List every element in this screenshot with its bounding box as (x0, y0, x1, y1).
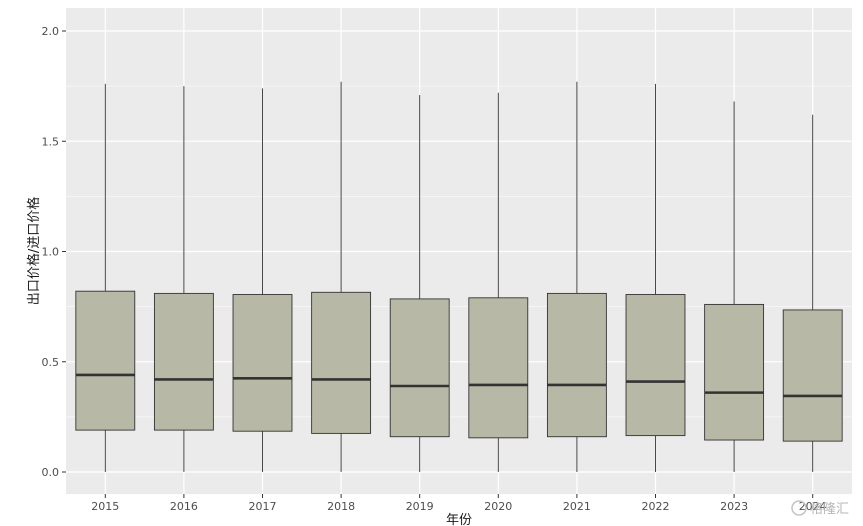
box-2024 (782, 114, 843, 472)
box-2020 (468, 92, 529, 472)
box-body (311, 291, 372, 434)
y-axis-ticks: 0.0 0.5 1.0 1.5 2.0 (42, 25, 66, 479)
watermark-text: 格隆汇 (810, 501, 849, 517)
box-body (389, 298, 450, 438)
boxes (75, 81, 843, 472)
x-tick-label: 2018 (327, 500, 355, 513)
x-axis-ticks: 2015 2016 2017 2018 2019 2020 2021 2022 2023 2024 (91, 494, 827, 513)
box-body (625, 294, 686, 437)
box-body (75, 290, 136, 431)
y-axis-title: 出口价格/进口价格 (26, 197, 42, 305)
box-2017 (232, 88, 293, 472)
box-body (782, 309, 843, 442)
box-body (232, 294, 293, 432)
box-body (153, 292, 214, 431)
x-axis-title: 年份 (446, 513, 472, 526)
x-tick-label: 2016 (170, 500, 198, 513)
watermark-logo-icon (791, 500, 807, 516)
x-tick-label: 2015 (91, 500, 119, 513)
box-2021 (546, 81, 607, 472)
box-body (704, 303, 765, 441)
x-tick-label: 2021 (563, 500, 591, 513)
y-tick-label: 1.5 (42, 135, 60, 148)
x-tick-label: 2022 (642, 500, 670, 513)
y-tick-label: 0.0 (42, 466, 60, 479)
x-tick-label: 2023 (720, 500, 748, 513)
x-tick-label: 2017 (249, 500, 277, 513)
x-tick-label: 2019 (406, 500, 434, 513)
x-tick-label: 2020 (484, 500, 512, 513)
box-2018 (311, 81, 372, 472)
y-tick-label: 2.0 (42, 25, 60, 38)
box-2022 (625, 83, 686, 472)
y-tick-label: 1.0 (42, 246, 60, 259)
box-2023 (704, 101, 765, 472)
box-2019 (389, 94, 450, 472)
y-tick-label: 0.5 (42, 356, 60, 369)
box-body (468, 297, 529, 439)
box-2015 (75, 83, 136, 472)
watermark: 格隆汇 (791, 500, 849, 517)
box-2016 (153, 86, 214, 472)
box-body (546, 292, 607, 438)
